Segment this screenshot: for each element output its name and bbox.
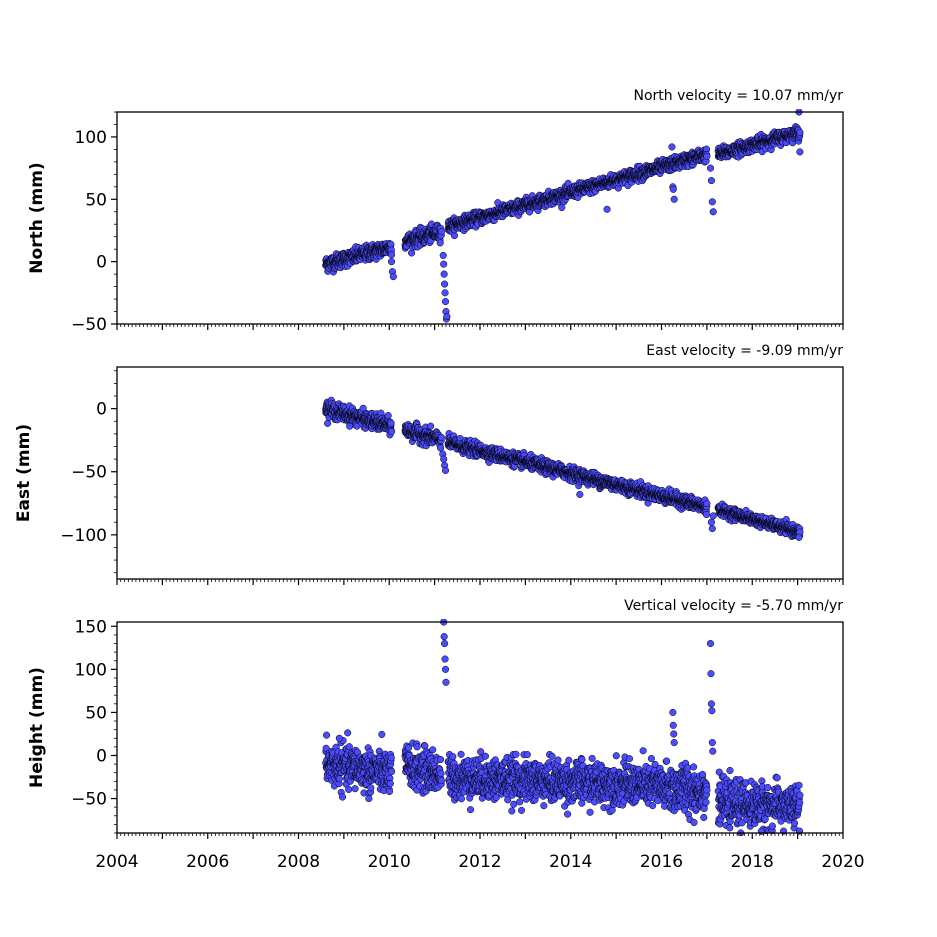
data-point (345, 785, 353, 794)
y-tick-label: 0 (96, 253, 107, 273)
outlier-point (440, 260, 448, 268)
data-point (436, 239, 444, 247)
outlier-point (439, 251, 447, 259)
outlier-point (708, 524, 716, 533)
data-point (427, 422, 435, 430)
data-point (387, 428, 396, 436)
outlier-point (389, 273, 397, 281)
data-point (335, 775, 343, 783)
outlier-point (576, 490, 584, 499)
data-point (351, 785, 359, 793)
data-point (437, 228, 445, 236)
data-point (437, 444, 445, 452)
outlier-point (387, 258, 396, 266)
y-tick-label: −100 (60, 526, 107, 546)
data-point (387, 419, 395, 427)
data-point (384, 412, 392, 420)
data-points (322, 109, 804, 323)
outlier-point (603, 205, 611, 213)
data-point (558, 203, 566, 212)
data-point (703, 499, 711, 508)
y-tick-label: −50 (71, 463, 107, 483)
outlier-point (709, 512, 717, 520)
data-point (437, 433, 445, 441)
data-point (345, 743, 353, 751)
outlier-point (440, 270, 448, 278)
y-tick-label: 50 (85, 190, 107, 210)
axes-frame (116, 366, 844, 580)
outlier-point (668, 143, 676, 151)
outlier-point (706, 164, 715, 172)
outlier-point (707, 518, 715, 526)
data-point (323, 731, 331, 739)
y-tick-label: 0 (96, 400, 107, 420)
y-tick-label: 100 (75, 128, 107, 148)
outlier-point (707, 177, 715, 185)
outlier-point (670, 195, 678, 203)
panel-title: East velocity = -9.09 mm/yr (646, 343, 843, 359)
outlier-point (669, 185, 677, 193)
y-tick-label: −50 (71, 315, 107, 335)
data-point (346, 422, 354, 430)
data-point (367, 784, 375, 792)
outlier-point (443, 312, 451, 321)
panel-0: −50 0 50 100 North velocity = 10.07 mm/yr Nor… (27, 88, 844, 335)
data-point (324, 419, 332, 427)
data-point (702, 510, 711, 519)
data-point (703, 152, 711, 160)
panel-title: North velocity = 10.07 mm/yr (633, 88, 843, 104)
outlier-point (440, 455, 448, 463)
outlier-point (441, 289, 449, 297)
outlier-point (796, 148, 804, 156)
outlier-point (795, 533, 803, 541)
y-axis-label: North (mm) (27, 162, 47, 273)
outlier-point (708, 198, 716, 206)
outlier-point (441, 466, 450, 475)
data-point (344, 729, 352, 737)
panel-1: −100 −50 0 East velocity = -9.09 mm/yr East … (14, 343, 844, 585)
data-point (338, 793, 347, 801)
data-point (387, 251, 396, 259)
outlier-point (709, 208, 717, 216)
data-points (322, 396, 804, 541)
data-points (322, 619, 804, 836)
y-axis-label: East (mm) (14, 424, 34, 522)
outlier-point (441, 280, 449, 288)
outlier-point (441, 298, 450, 306)
data-point (796, 128, 804, 136)
